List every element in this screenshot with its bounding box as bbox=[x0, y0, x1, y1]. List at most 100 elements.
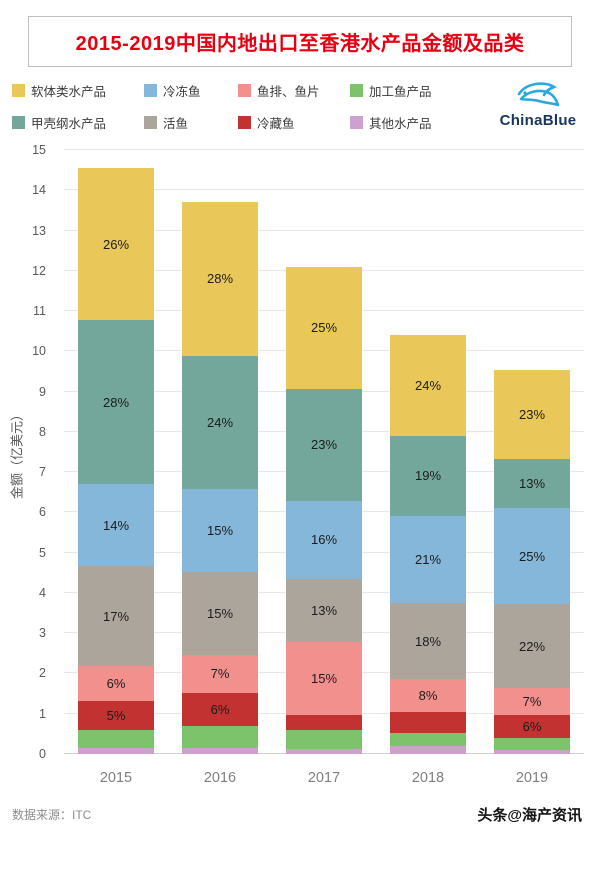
legend-swatch bbox=[12, 84, 25, 97]
y-tick-label: 2 bbox=[39, 666, 46, 681]
bar-slot: 5% 6% 17% 14% 28% 26% bbox=[64, 150, 168, 754]
legend: 软体类水产品 冷冻鱼 鱼排、鱼片 加工鱼产品甲壳纲水产品 活鱼 冷藏鱼 其他水产品 bbox=[12, 81, 452, 132]
legend-item: 其他水产品 bbox=[350, 113, 452, 132]
y-tick-label: 10 bbox=[32, 344, 46, 359]
data-source-note: 数据来源：ITC bbox=[12, 808, 92, 822]
segment-其他水产品 bbox=[286, 749, 362, 754]
y-tick-label: 1 bbox=[39, 706, 46, 721]
legend-swatch bbox=[12, 116, 25, 129]
segment-冷冻鱼: 21% bbox=[390, 515, 466, 604]
segment-加工鱼产品 bbox=[390, 733, 466, 746]
segment-冷藏鱼: 6% bbox=[494, 715, 570, 739]
bar-slot: 8% 18% 21% 19% 24% bbox=[376, 150, 480, 754]
stacked-bar-2019: 6% 7% 22% 25% 13% 23% bbox=[494, 370, 570, 754]
legend-swatch bbox=[144, 84, 157, 97]
legend-label: 冷冻鱼 bbox=[163, 85, 201, 99]
logo-wordmark: ChinaBlue bbox=[499, 112, 577, 129]
bars-area: 5% 6% 17% 14% 28% 26% 6% 7% 15% 15% 24% 28% 15% 13% 16… bbox=[64, 150, 584, 754]
legend-item: 软体类水产品 bbox=[12, 81, 144, 100]
legend-label: 其他水产品 bbox=[369, 117, 432, 131]
y-tick-label: 5 bbox=[39, 545, 46, 560]
legend-label: 加工鱼产品 bbox=[369, 85, 432, 99]
segment-甲壳纲水产品: 13% bbox=[494, 458, 570, 509]
legend-item: 加工鱼产品 bbox=[350, 81, 452, 100]
x-axis-labels: 2015 2016 2017 2018 2019 bbox=[64, 770, 584, 786]
y-tick-label: 8 bbox=[39, 424, 46, 439]
legend-swatch bbox=[350, 84, 363, 97]
y-tick-label: 15 bbox=[32, 143, 46, 157]
segment-其他水产品 bbox=[494, 749, 570, 754]
segment-加工鱼产品 bbox=[286, 729, 362, 750]
segment-甲壳纲水产品: 28% bbox=[78, 320, 154, 485]
segment-软体类水产品: 24% bbox=[390, 335, 466, 436]
y-tick-label: 4 bbox=[39, 585, 46, 600]
segment-其他水产品 bbox=[390, 745, 466, 754]
gridline bbox=[64, 189, 584, 191]
segment-活鱼: 13% bbox=[286, 578, 362, 643]
stacked-bar-2017: 15% 13% 16% 23% 25% bbox=[286, 266, 362, 754]
bar-slot: 6% 7% 22% 25% 13% 23% bbox=[480, 150, 584, 754]
legend-label: 甲壳纲水产品 bbox=[31, 117, 107, 131]
x-tick-label: 2016 bbox=[203, 770, 237, 786]
y-tick-label: 14 bbox=[32, 183, 46, 198]
legend-label: 活鱼 bbox=[163, 117, 189, 131]
segment-甲壳纲水产品: 24% bbox=[182, 356, 258, 489]
legend-swatch bbox=[238, 116, 251, 129]
segment-冷藏鱼: 6% bbox=[182, 693, 258, 727]
segment-鱼排、鱼片: 7% bbox=[182, 654, 258, 694]
segment-冷冻鱼: 25% bbox=[494, 508, 570, 605]
legend-label: 鱼排、鱼片 bbox=[257, 85, 320, 99]
stacked-bar-chart: 金额（亿美元） 0 1 2 3 4 5 6 7 8 9 10 11 12 13 14 15 5% 6% 17% 14… bbox=[0, 140, 600, 800]
legend-swatch bbox=[238, 84, 251, 97]
legend-item: 冷冻鱼 bbox=[144, 81, 238, 100]
segment-鱼排、鱼片: 6% bbox=[78, 665, 154, 701]
segment-甲壳纲水产品: 23% bbox=[286, 388, 362, 501]
segment-冷冻鱼: 14% bbox=[78, 484, 154, 567]
segment-软体类水产品: 25% bbox=[286, 266, 362, 389]
x-tick-label: 2017 bbox=[307, 770, 341, 786]
x-tick-label: 2019 bbox=[515, 770, 549, 786]
segment-其他水产品 bbox=[182, 748, 258, 754]
watermark: 头条@海产资讯 bbox=[477, 807, 582, 824]
legend-label: 冷藏鱼 bbox=[257, 117, 295, 131]
footer: 数据来源：ITC 头条@海产资讯 bbox=[0, 800, 600, 825]
segment-软体类水产品: 23% bbox=[494, 370, 570, 459]
legend-item: 甲壳纲水产品 bbox=[12, 113, 144, 132]
segment-加工鱼产品 bbox=[494, 738, 570, 750]
segment-冷冻鱼: 15% bbox=[182, 488, 258, 572]
segment-软体类水产品: 28% bbox=[182, 201, 258, 357]
segment-活鱼: 15% bbox=[182, 571, 258, 655]
fish-logo-icon bbox=[515, 79, 561, 112]
segment-软体类水产品: 26% bbox=[78, 168, 154, 321]
stacked-bar-2015: 5% 6% 17% 14% 28% 26% bbox=[78, 168, 154, 754]
segment-冷藏鱼 bbox=[390, 712, 466, 734]
y-tick-label: 11 bbox=[33, 304, 46, 319]
segment-鱼排、鱼片: 7% bbox=[494, 688, 570, 716]
legend-item: 鱼排、鱼片 bbox=[238, 81, 350, 100]
legend-label: 软体类水产品 bbox=[31, 85, 107, 99]
plot-area: 5% 6% 17% 14% 28% 26% 6% 7% 15% 15% 24% 28% 15% 13% 16… bbox=[64, 149, 584, 754]
y-tick-label: 13 bbox=[32, 223, 46, 238]
bar-slot: 6% 7% 15% 15% 24% 28% bbox=[168, 150, 272, 754]
y-tick-label: 7 bbox=[39, 465, 46, 480]
legend-item: 活鱼 bbox=[144, 113, 238, 132]
segment-冷藏鱼: 5% bbox=[78, 700, 154, 731]
y-tick-label: 6 bbox=[39, 505, 46, 520]
gridline bbox=[64, 149, 584, 150]
legend-item: 冷藏鱼 bbox=[238, 113, 350, 132]
y-tick-label: 12 bbox=[32, 263, 46, 278]
segment-活鱼: 17% bbox=[78, 566, 154, 666]
stacked-bar-2018: 8% 18% 21% 19% 24% bbox=[390, 335, 466, 754]
segment-冷藏鱼 bbox=[286, 715, 362, 730]
y-tick-label: 9 bbox=[39, 384, 46, 399]
y-axis-ticks: 0 1 2 3 4 5 6 7 8 9 10 11 12 13 14 15 bbox=[0, 143, 56, 761]
segment-活鱼: 18% bbox=[390, 603, 466, 679]
segment-其他水产品 bbox=[78, 747, 154, 754]
segment-鱼排、鱼片: 15% bbox=[286, 642, 362, 716]
segment-甲壳纲水产品: 19% bbox=[390, 435, 466, 516]
segment-冷冻鱼: 16% bbox=[286, 500, 362, 579]
chinablue-logo: ChinaBlue bbox=[490, 79, 586, 129]
stacked-bar-2016: 6% 7% 15% 15% 24% 28% bbox=[182, 201, 258, 754]
legend-row: 软体类水产品 冷冻鱼 鱼排、鱼片 加工鱼产品甲壳纲水产品 活鱼 冷藏鱼 其他水产品 Chin… bbox=[12, 81, 586, 132]
legend-swatch bbox=[350, 116, 363, 129]
